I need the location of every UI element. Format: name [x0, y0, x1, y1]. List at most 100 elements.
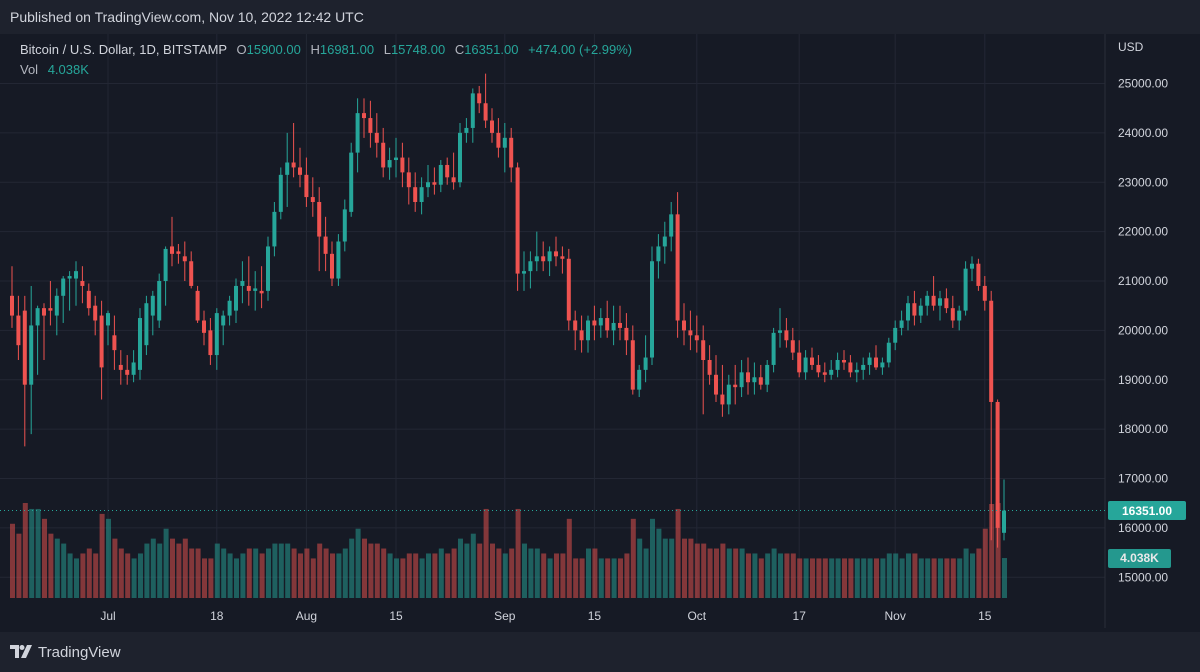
- candle-body: [918, 305, 923, 316]
- low-value: 15748.00: [390, 42, 446, 57]
- candle-body: [278, 174, 283, 212]
- tradingview-logo-icon: [10, 645, 32, 658]
- candle-body: [61, 278, 66, 296]
- volume-bar: [234, 558, 239, 598]
- candle-body: [970, 263, 974, 269]
- candle-body: [867, 357, 872, 365]
- grid-lines: [0, 34, 1106, 628]
- volume-bar: [118, 548, 124, 598]
- volume-bar: [374, 543, 380, 598]
- symbol-label[interactable]: Bitcoin / U.S. Dollar, 1D, BITSTAMP: [20, 42, 227, 57]
- candle-body: [144, 303, 149, 346]
- candle-body: [387, 160, 392, 168]
- volume-bar: [163, 528, 169, 598]
- candle-body: [547, 251, 552, 262]
- price-tick-label: 15000.00: [1118, 570, 1168, 584]
- volume-bar: [720, 543, 726, 598]
- volume-bar: [381, 548, 387, 598]
- volume-bar: [880, 558, 886, 598]
- volume-bar: [522, 543, 527, 598]
- candle-body: [810, 357, 814, 365]
- candle-body: [54, 295, 59, 316]
- candle-body: [816, 364, 821, 373]
- candle-body: [317, 202, 322, 237]
- volume-bar: [182, 538, 188, 598]
- candlestick-chart[interactable]: 15000.00 16000.00 17000.00 18000.00 19000.00…: [0, 34, 1200, 632]
- volume-bar: [707, 548, 713, 598]
- candle-body: [368, 118, 373, 133]
- candle-body: [534, 256, 539, 262]
- candle-body: [726, 384, 731, 405]
- volume-bar: [35, 508, 41, 598]
- volume-bar: [131, 558, 137, 598]
- candle-body: [362, 113, 366, 119]
- candle-body: [336, 241, 341, 279]
- candle-body: [29, 325, 34, 385]
- volume-bar: [675, 508, 681, 598]
- candle-body: [982, 285, 987, 301]
- volume-bar: [272, 543, 278, 598]
- candle-body: [797, 352, 802, 373]
- candle-body: [931, 295, 936, 306]
- candle-body: [291, 162, 296, 168]
- volume-bar: [854, 558, 860, 598]
- footer-brand[interactable]: TradingView: [38, 643, 121, 661]
- volume-bar: [54, 538, 60, 598]
- volume-bar: [810, 558, 815, 598]
- candle-body: [694, 335, 699, 341]
- volume-bar: [816, 558, 822, 598]
- volume-bar: [86, 548, 92, 598]
- volume-bar: [99, 513, 105, 598]
- price-tick-label: 24000.00: [1118, 126, 1168, 140]
- candle-body: [99, 315, 104, 368]
- volume-bar: [208, 558, 214, 598]
- price-tick-label: 19000.00: [1118, 373, 1168, 387]
- candle-body: [406, 172, 411, 188]
- candle-body: [733, 384, 738, 388]
- volume-bar: [278, 543, 284, 598]
- candle-body: [739, 372, 744, 388]
- volume-bar: [822, 558, 828, 598]
- currency-unit[interactable]: USD: [1118, 40, 1144, 54]
- last-price-badge: 16351.00: [1108, 501, 1186, 521]
- volume-bar: [310, 558, 316, 598]
- volume-bar: [842, 558, 847, 598]
- candle-body: [86, 290, 91, 309]
- volume-bar: [784, 553, 790, 598]
- high-label: H: [310, 42, 320, 57]
- candle-body: [899, 320, 904, 328]
- volume-bar: [848, 558, 854, 598]
- volume-bar: [739, 548, 745, 598]
- candle-body: [688, 330, 693, 336]
- candle-body: [746, 372, 750, 383]
- volume-bar: [778, 553, 783, 598]
- volume-bar: [490, 543, 495, 598]
- volume-bar: [656, 528, 662, 598]
- volume-bar: [112, 538, 118, 598]
- candle-body: [214, 313, 219, 356]
- price-tick-label: 20000.00: [1118, 323, 1168, 337]
- candle-body: [861, 364, 866, 370]
- candle-body: [848, 362, 853, 373]
- volume-bar: [944, 558, 950, 598]
- volume-bar: [950, 558, 956, 598]
- candle-body: [125, 369, 130, 375]
- volume-bar: [579, 558, 585, 598]
- candle-body: [989, 300, 994, 402]
- candle-body: [912, 303, 917, 316]
- volume-bar: [29, 508, 35, 598]
- candle-body: [259, 290, 264, 294]
- price-tick-label: 23000.00: [1118, 175, 1168, 189]
- volume-bar: [400, 558, 406, 598]
- time-tick-label: 18: [210, 609, 224, 623]
- volume-bar: [829, 558, 835, 598]
- volume-bar: [874, 558, 879, 598]
- volume-bar: [765, 553, 771, 598]
- volume-bar: [515, 508, 521, 598]
- candle-body: [509, 137, 514, 168]
- volume-bar: [502, 553, 508, 598]
- candle-body: [669, 214, 674, 237]
- candle-body: [675, 214, 680, 321]
- low-label: L: [383, 42, 391, 57]
- volume-bar: [752, 553, 758, 598]
